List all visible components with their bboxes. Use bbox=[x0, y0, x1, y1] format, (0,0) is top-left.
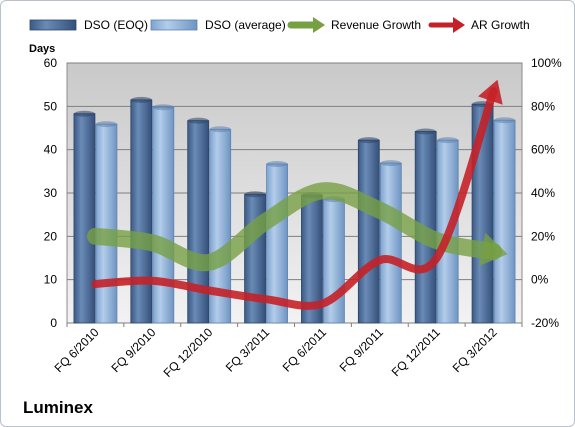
bar-dso-average-cap bbox=[266, 160, 288, 167]
y-tick-label: 50 bbox=[44, 99, 58, 113]
bar-dso-eoq bbox=[357, 139, 380, 324]
y-tick-label: 60 bbox=[44, 56, 58, 70]
y-tick-label: 30 bbox=[44, 186, 58, 200]
bar-dso-eoq-cap bbox=[244, 191, 266, 198]
legend-label: AR Growth bbox=[471, 18, 530, 32]
legend-arrowhead bbox=[453, 17, 465, 33]
bar-dso-average-cap bbox=[95, 121, 117, 128]
bar-dso-average-cap bbox=[494, 117, 516, 124]
legend-arrowhead bbox=[313, 17, 325, 33]
bar-dso-eoq bbox=[130, 99, 153, 324]
legend-swatch bbox=[150, 19, 198, 31]
legend-swatch bbox=[29, 19, 77, 31]
x-tick-label: FQ 9/2010 bbox=[108, 325, 158, 375]
y-tick-label: 0 bbox=[50, 316, 57, 330]
legend: DSO (EOQ) DSO (average) Revenue Growth AR G… bbox=[29, 17, 530, 33]
bar-dso-eoq-cap bbox=[358, 137, 380, 144]
legend-label: Revenue Growth bbox=[331, 18, 421, 32]
bar-dso-average-cap bbox=[437, 137, 459, 144]
y2-tick-label: 40% bbox=[531, 186, 555, 200]
ar-growth-arrowhead bbox=[478, 79, 503, 105]
revenue-growth-line bbox=[86, 182, 503, 272]
bar-dso-average-cap bbox=[152, 104, 174, 111]
bar-dso-average bbox=[493, 119, 516, 324]
bar-dso-eoq-cap bbox=[73, 110, 95, 117]
bar-dso-eoq-cap bbox=[130, 96, 152, 103]
revenue-growth-arrowhead bbox=[478, 232, 508, 267]
y-tick-label: 10 bbox=[44, 273, 58, 287]
y2-tick-label: 100% bbox=[531, 56, 562, 70]
x-tick-label: FQ 6/2010 bbox=[52, 325, 102, 375]
y-tick-label: 20 bbox=[44, 229, 58, 243]
bar-dso-average-cap bbox=[380, 160, 402, 167]
bar-dso-average bbox=[152, 106, 175, 324]
ar-growth-line bbox=[91, 87, 498, 310]
bar-dso-eoq-cap bbox=[187, 117, 209, 124]
y2-tick-label: 0% bbox=[531, 273, 549, 287]
y-tick-label: 40 bbox=[44, 143, 58, 157]
y2-tick-label: 60% bbox=[531, 143, 555, 157]
bar-dso-eoq-cap bbox=[415, 128, 437, 135]
legend-label: DSO (average) bbox=[205, 18, 286, 32]
legend-label: DSO (EOQ) bbox=[84, 18, 148, 32]
y-axis-title: Days bbox=[29, 43, 55, 55]
bar-dso-eoq bbox=[73, 113, 96, 324]
x-tick-label: FQ 3/2011 bbox=[223, 325, 273, 375]
bar-dso-average bbox=[379, 162, 402, 324]
y2-tick-label: 80% bbox=[531, 99, 555, 113]
x-tick-label: FQ 9/2011 bbox=[337, 325, 387, 375]
x-tick-label: FQ 12/2011 bbox=[389, 325, 443, 379]
y2-tick-label: -20% bbox=[531, 316, 559, 330]
x-tick-label: FQ 3/2012 bbox=[450, 325, 500, 375]
bar-dso-average bbox=[95, 123, 118, 324]
bar-dso-average-cap bbox=[209, 126, 231, 133]
x-tick-label: FQ 6/2011 bbox=[280, 325, 330, 375]
line-series bbox=[86, 79, 508, 310]
x-tick-label: FQ 12/2010 bbox=[161, 325, 216, 380]
y2-tick-label: 20% bbox=[531, 229, 555, 243]
company-name: Luminex bbox=[23, 398, 93, 417]
